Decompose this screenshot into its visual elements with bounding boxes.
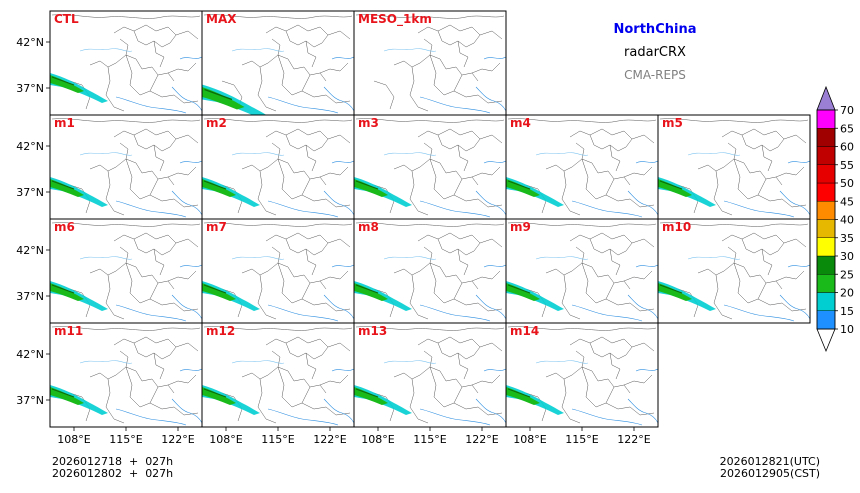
lon-tick-label: 122°E <box>465 433 498 446</box>
panel-label: MESO_1km <box>358 12 432 27</box>
map-panel-max: MAX <box>201 10 355 116</box>
colorbar-cell <box>816 164 836 184</box>
map-panel-m6: m6 <box>49 218 203 324</box>
colorbar-under-arrow <box>816 328 836 353</box>
lon-tick-label: 122°E <box>161 433 194 446</box>
valid-time-block: 2026012821(UTC) 2026012905(CST) <box>720 456 820 480</box>
model-title: CMA-REPS <box>624 68 686 82</box>
lat-tick-label: 37°N <box>16 394 44 407</box>
init-time-block: 2026012718 + 027h 2026012802 + 027h <box>52 456 173 480</box>
lon-tick-label: 115°E <box>261 433 294 446</box>
map-panel-m1: m1 <box>49 114 203 220</box>
map-panel-m12: m12 <box>201 322 355 428</box>
colorbar-level-label: 35 <box>840 232 854 245</box>
lon-tick-label: 115°E <box>109 433 142 446</box>
map-panel-m13: m13 <box>353 322 507 428</box>
colorbar-cell <box>816 109 836 129</box>
lat-tick-label: 42°N <box>16 140 44 153</box>
map-panel-m14: m14 <box>505 322 659 428</box>
colorbar-level-label: 25 <box>840 268 854 281</box>
map-panel-m5: m5 <box>657 114 811 220</box>
valid-time-cst: 2026012905(CST) <box>720 467 820 480</box>
lon-tick-label: 108°E <box>209 433 242 446</box>
panel-label: m5 <box>662 116 683 130</box>
map-panel-meso-1km: MESO_1km <box>353 10 507 116</box>
lon-tick-label: 115°E <box>565 433 598 446</box>
colorbar-cell <box>816 146 836 165</box>
map-panel-m8: m8 <box>353 218 507 324</box>
lat-tick-label: 37°N <box>16 82 44 95</box>
colorbar-cell <box>816 292 836 311</box>
colorbar-cell <box>816 237 836 257</box>
init-time-cst: 2026012802 + 027h <box>52 467 174 480</box>
map-panel-m11: m11 <box>49 322 203 428</box>
panel-label: m11 <box>54 324 83 338</box>
colorbar-level-label: 45 <box>840 195 854 208</box>
panel-label: m1 <box>54 116 75 130</box>
colorbar-cell <box>816 219 836 238</box>
colorbar-level-label: 40 <box>840 214 854 227</box>
lon-tick-label: 122°E <box>617 433 650 446</box>
panel-label: m3 <box>358 116 379 130</box>
lat-tick-label: 42°N <box>16 244 44 257</box>
panel-label: m10 <box>662 220 691 234</box>
colorbar-level-label: 50 <box>840 177 854 190</box>
map-panel-m7: m7 <box>201 218 355 324</box>
map-panel-m9: m9 <box>505 218 659 324</box>
panel-label: m6 <box>54 220 75 234</box>
colorbar-level-label: 20 <box>840 287 854 300</box>
panel-label: m8 <box>358 220 379 234</box>
lon-tick-label: 108°E <box>57 433 90 446</box>
colorbar-level-label: 10 <box>840 323 854 336</box>
colorbar-cell <box>816 201 836 220</box>
map-panel-m4: m4 <box>505 114 659 220</box>
panel-label: m14 <box>510 324 539 338</box>
panel-label: m7 <box>206 220 227 234</box>
colorbar-cell <box>816 128 836 147</box>
lat-tick-label: 42°N <box>16 348 44 361</box>
lon-tick-label: 115°E <box>413 433 446 446</box>
colorbar-level-label: 15 <box>840 305 854 318</box>
panel-frame <box>657 218 811 324</box>
colorbar-level-label: 70 <box>840 104 854 117</box>
colorbar-level-label: 30 <box>840 250 854 263</box>
init-time-utc: 2026012718 + 027h <box>52 455 174 468</box>
colorbar-cell <box>816 255 836 275</box>
lon-tick-label: 122°E <box>313 433 346 446</box>
colorbar <box>816 109 836 330</box>
lat-tick-label: 37°N <box>16 186 44 199</box>
colorbar-level-label: 60 <box>840 141 854 154</box>
colorbar-cell <box>816 182 836 202</box>
panel-label: m9 <box>510 220 531 234</box>
lat-tick-label: 42°N <box>16 36 44 49</box>
colorbar-level-label: 55 <box>840 159 854 172</box>
colorbar-cell <box>816 310 836 330</box>
region-title: NorthChina <box>613 22 697 37</box>
panel-label: m4 <box>510 116 531 130</box>
valid-time-utc: 2026012821(UTC) <box>719 455 820 468</box>
lat-tick-label: 37°N <box>16 290 44 303</box>
panel-label: CTL <box>54 12 79 26</box>
colorbar-cell <box>816 274 836 293</box>
panel-label: MAX <box>206 12 237 26</box>
product-title: radarCRX <box>624 45 686 60</box>
colorbar-over-arrow <box>816 85 836 111</box>
map-panel-ctl: CTL <box>49 10 203 116</box>
map-panel-m2: m2 <box>201 114 355 220</box>
lon-tick-label: 108°E <box>361 433 394 446</box>
map-panel-m10: m10 <box>657 218 811 324</box>
panel-label: m2 <box>206 116 227 130</box>
panel-label: m12 <box>206 324 235 338</box>
panel-label: m13 <box>358 324 387 338</box>
colorbar-level-label: 65 <box>840 122 854 135</box>
lon-tick-label: 108°E <box>513 433 546 446</box>
map-panel-m3: m3 <box>353 114 507 220</box>
